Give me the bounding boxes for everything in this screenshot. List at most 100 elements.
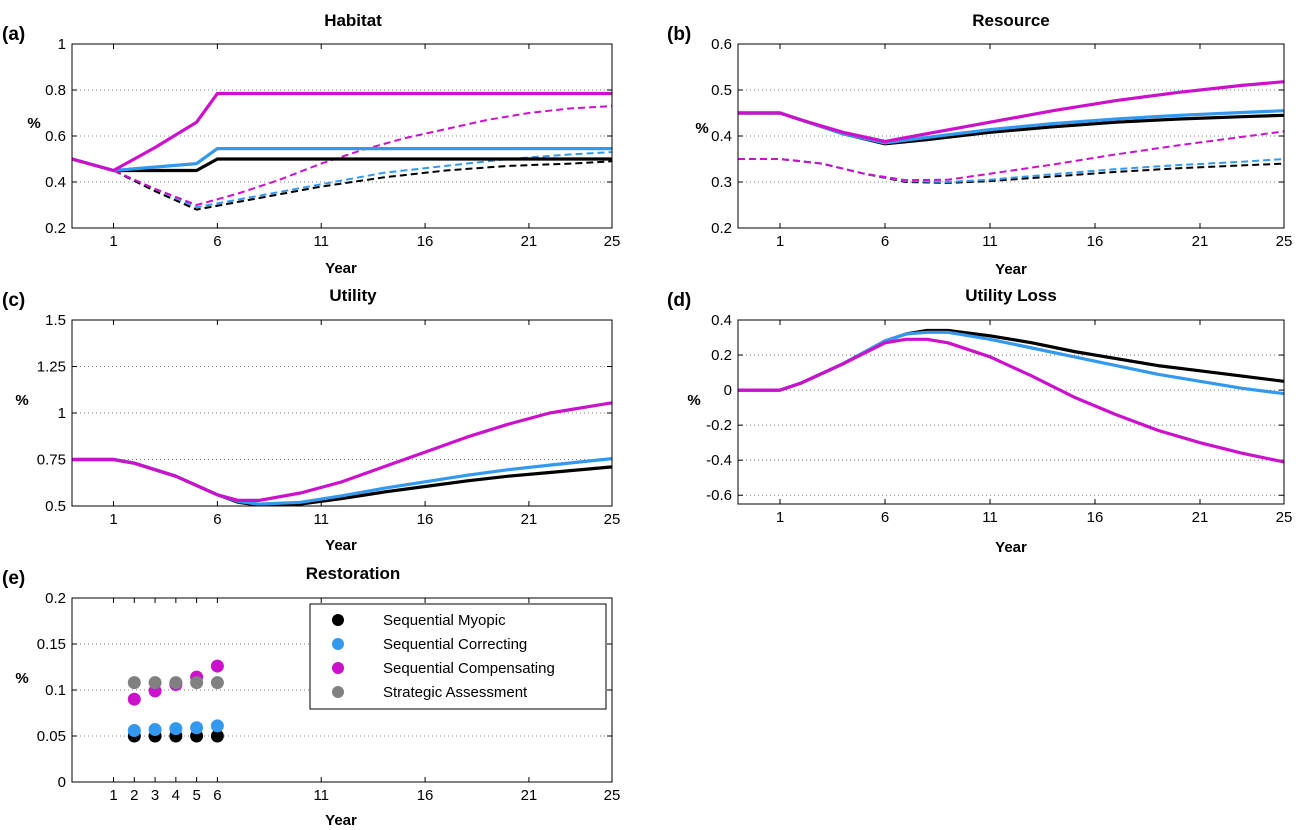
panel-a-plot: 0.20.40.60.811 6 11 16 21 25 — [45, 36, 620, 250]
panel-a: (a) Habitat % Year 0.20.40.60.811 6 11 16 21… — [2, 11, 620, 277]
legend-box — [309, 603, 607, 710]
x-tick-label: 11 — [313, 787, 329, 804]
x-tick-label: 1 — [109, 511, 117, 528]
y-tick-label: 0.2 — [45, 220, 66, 237]
x-tick-label: 21 — [521, 233, 538, 250]
plot-area — [738, 328, 1284, 464]
series-line-compensating — [738, 337, 1284, 464]
x-tick-label: 6 — [213, 787, 221, 804]
panel-e: (e) Restoration % Year 00.050.10.150.21 2… — [2, 564, 620, 829]
panel-d-label: (d) — [667, 290, 691, 311]
x-tick-label: 11 — [982, 233, 998, 250]
panel-c-xlabel: Year — [325, 537, 357, 554]
x-tick-label: 1 — [109, 233, 117, 250]
x-tick-label: 11 — [313, 233, 329, 250]
legend-label-correcting: Sequential Correcting — [383, 636, 527, 653]
legend-marker-strategic — [332, 686, 344, 698]
y-tick-label: 0.2 — [45, 590, 66, 607]
axes-frame — [71, 319, 613, 507]
y-tick-label: 0 — [58, 774, 66, 791]
panel-e-ylabel: % — [15, 670, 28, 687]
x-tick-label: 25 — [1276, 233, 1293, 250]
y-tick-label: 0.3 — [711, 174, 732, 191]
x-tick-label: 6 — [881, 233, 889, 250]
legend-marker-myopic — [332, 614, 344, 626]
axes-frame — [71, 597, 613, 783]
point-correcting — [127, 723, 141, 737]
axes-frame — [71, 43, 613, 229]
plot-area — [72, 401, 612, 506]
axes-frame — [737, 43, 1285, 229]
y-tick-label: 0.4 — [45, 174, 66, 191]
x-tick-label: 1 — [776, 233, 784, 250]
x-tick-label: 25 — [604, 233, 621, 250]
point-myopic — [210, 729, 224, 743]
panel-e-label: (e) — [2, 568, 25, 589]
y-tick-label: -0.6 — [706, 487, 732, 504]
x-tick-label: 11 — [982, 509, 998, 526]
point-strategic — [127, 676, 141, 690]
panel-d: (d) Utility Loss % Year -0.6 -0.4 -0.2 0 0.2… — [667, 286, 1292, 556]
series-line-compensating — [72, 401, 612, 502]
panel-a-ylabel: % — [27, 115, 40, 132]
y-tick-label: 0.05 — [37, 728, 66, 745]
point-correcting — [190, 721, 204, 735]
y-tick-label: -0.4 — [706, 452, 732, 469]
plot-area — [72, 91, 612, 211]
x-tick-label: 1 — [776, 509, 784, 526]
point-correcting — [169, 722, 183, 736]
x-tick-label: 4 — [172, 787, 180, 804]
panel-b-plot: 0.20.30.40.50.61 6 11 16 21 25 — [711, 36, 1292, 250]
panel-b-title: Resource — [972, 11, 1049, 30]
y-tick-label: 0.4 — [711, 128, 732, 145]
point-strategic — [210, 676, 224, 690]
panel-c-ylabel: % — [15, 392, 28, 409]
point-compensating — [210, 659, 224, 673]
legend-marker-compensating — [332, 662, 344, 674]
x-tick-label: 11 — [313, 511, 329, 528]
x-tick-label: 1 — [109, 787, 117, 804]
y-tick-label: 0 — [724, 382, 732, 399]
legend-label-compensating: Sequential Compensating — [383, 660, 555, 677]
series-line-compensating-dashed — [72, 105, 612, 206]
point-strategic — [190, 676, 204, 690]
x-tick-label: 6 — [213, 511, 221, 528]
x-tick-label: 21 — [521, 787, 538, 804]
y-tick-label: 0.2 — [711, 347, 732, 364]
x-tick-label: 6 — [881, 509, 889, 526]
legend-label-myopic: Sequential Myopic — [383, 612, 506, 629]
y-tick-label: 0.6 — [45, 128, 66, 145]
x-tick-label: 16 — [417, 233, 434, 250]
panel-b: (b) Resource % Year 0.20.30.40.50.61 6 11 1… — [667, 11, 1292, 278]
legend: Sequential Myopic Sequential Correcting … — [309, 603, 607, 710]
axes-frame — [737, 319, 1285, 505]
legend-label-strategic: Strategic Assessment — [383, 684, 528, 701]
y-tick-label: 1 — [58, 36, 66, 53]
x-tick-label: 16 — [1087, 233, 1104, 250]
y-tick-label: 0.4 — [711, 312, 732, 329]
legend-marker-correcting — [332, 638, 344, 650]
panel-a-label: (a) — [2, 24, 25, 45]
x-tick-label: 21 — [1192, 233, 1209, 250]
x-tick-label: 25 — [1276, 509, 1293, 526]
panel-a-title: Habitat — [324, 11, 382, 30]
point-correcting — [210, 719, 224, 733]
panel-c-title: Utility — [329, 286, 377, 305]
panel-d-plot: -0.6-0.4-0.200.20.41 6 11 16 21 25 — [706, 312, 1292, 526]
y-tick-label: 1.5 — [45, 312, 66, 329]
panel-b-label: (b) — [667, 24, 691, 45]
x-tick-label: 6 — [213, 233, 221, 250]
point-compensating — [127, 692, 141, 706]
x-tick-label: 16 — [417, 787, 434, 804]
x-tick-label: 2 — [130, 787, 138, 804]
y-tick-label: 0.15 — [37, 636, 66, 653]
series-line-compensating — [738, 80, 1284, 144]
x-tick-label: 16 — [417, 511, 434, 528]
point-strategic — [169, 676, 183, 690]
panel-e-title: Restoration — [306, 564, 400, 583]
y-tick-label: 1.25 — [37, 359, 66, 376]
x-tick-label: 21 — [1192, 509, 1209, 526]
x-tick-label: 21 — [521, 511, 538, 528]
